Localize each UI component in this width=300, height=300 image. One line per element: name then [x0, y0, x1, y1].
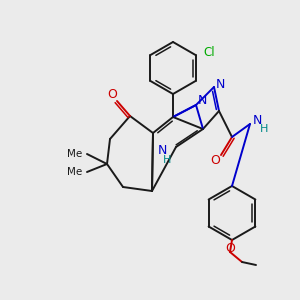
Text: Me: Me	[68, 167, 82, 177]
Text: N: N	[197, 94, 207, 107]
Text: O: O	[210, 154, 220, 167]
Text: Me: Me	[68, 149, 82, 159]
Text: H: H	[163, 155, 171, 165]
Text: Cl: Cl	[203, 46, 215, 59]
Text: N: N	[215, 79, 225, 92]
Text: N: N	[252, 115, 262, 128]
Text: N: N	[157, 145, 167, 158]
Text: O: O	[107, 88, 117, 101]
Text: H: H	[260, 124, 268, 134]
Text: O: O	[225, 242, 235, 254]
